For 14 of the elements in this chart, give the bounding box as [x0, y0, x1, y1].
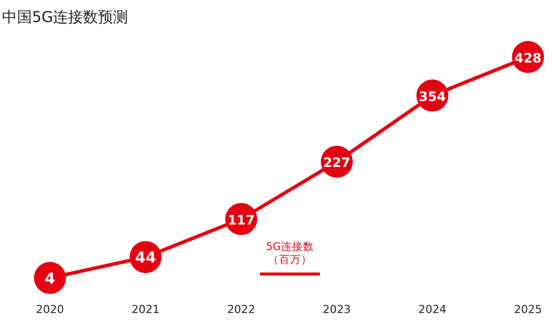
x-tick-label: 2023 — [322, 303, 351, 316]
chart-title: 中国5G连接数预测 — [2, 8, 128, 26]
data-label: 227 — [323, 156, 350, 172]
x-tick-label: 2021 — [132, 303, 160, 316]
data-label: 354 — [418, 90, 446, 106]
x-tick-label: 2025 — [514, 303, 542, 316]
series-label: 5G连接数（百万） — [266, 240, 314, 266]
x-tick-label: 2020 — [36, 303, 64, 316]
x-tick-label: 2022 — [227, 303, 256, 316]
x-tick-label: 2024 — [418, 303, 446, 316]
data-label: 4 — [44, 269, 56, 288]
data-label: 428 — [514, 52, 542, 66]
data-label: 44 — [135, 248, 156, 267]
data-label: 117 — [228, 214, 255, 229]
